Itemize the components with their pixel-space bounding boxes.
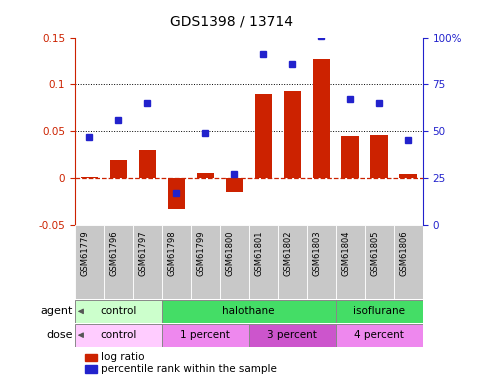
Bar — [81, 177, 98, 178]
Text: agent: agent — [41, 306, 73, 316]
Text: GSM61801: GSM61801 — [254, 231, 263, 276]
Text: dose: dose — [47, 330, 73, 340]
Bar — [307, 225, 336, 300]
Text: 1 percent: 1 percent — [180, 330, 230, 340]
Bar — [336, 300, 423, 323]
Text: GSM61797: GSM61797 — [138, 231, 147, 276]
Text: 4 percent: 4 percent — [354, 330, 404, 340]
Text: percentile rank within the sample: percentile rank within the sample — [101, 363, 277, 374]
Text: GSM61800: GSM61800 — [225, 231, 234, 276]
Text: GSM61804: GSM61804 — [341, 231, 350, 276]
Bar — [75, 300, 162, 323]
Text: GSM61799: GSM61799 — [196, 231, 205, 276]
Bar — [75, 225, 104, 300]
Bar — [85, 366, 98, 373]
Bar — [197, 173, 214, 178]
Bar — [255, 94, 272, 178]
Text: control: control — [100, 330, 137, 340]
Bar — [278, 225, 307, 300]
Bar — [284, 91, 301, 178]
Text: log ratio: log ratio — [101, 352, 144, 362]
Text: GSM61802: GSM61802 — [283, 231, 292, 276]
Bar — [226, 178, 243, 192]
Bar — [75, 324, 162, 346]
Bar — [162, 225, 191, 300]
Bar — [370, 135, 388, 178]
Text: control: control — [100, 306, 137, 316]
Bar — [394, 225, 423, 300]
Bar — [249, 324, 336, 346]
Bar — [85, 354, 98, 362]
Text: GSM61806: GSM61806 — [399, 231, 408, 276]
Bar — [341, 136, 359, 178]
Bar — [365, 225, 394, 300]
Text: isoflurane: isoflurane — [353, 306, 405, 316]
Text: GSM61805: GSM61805 — [370, 231, 379, 276]
Bar — [220, 225, 249, 300]
Bar — [336, 225, 365, 300]
Bar — [162, 300, 336, 323]
Text: GDS1398 / 13714: GDS1398 / 13714 — [170, 14, 293, 28]
Bar — [336, 324, 423, 346]
Bar — [139, 150, 156, 178]
Text: GSM61779: GSM61779 — [80, 231, 89, 276]
Bar — [110, 160, 127, 178]
Bar — [249, 225, 278, 300]
Bar — [162, 324, 249, 346]
Text: halothane: halothane — [223, 306, 275, 316]
Text: 3 percent: 3 percent — [267, 330, 317, 340]
Bar — [399, 174, 417, 178]
Bar — [191, 225, 220, 300]
Text: GSM61798: GSM61798 — [167, 231, 176, 276]
Text: GSM61803: GSM61803 — [312, 231, 321, 276]
Text: GSM61796: GSM61796 — [109, 231, 118, 276]
Bar — [168, 178, 185, 209]
Bar — [313, 59, 330, 178]
Bar — [133, 225, 162, 300]
Bar — [104, 225, 133, 300]
